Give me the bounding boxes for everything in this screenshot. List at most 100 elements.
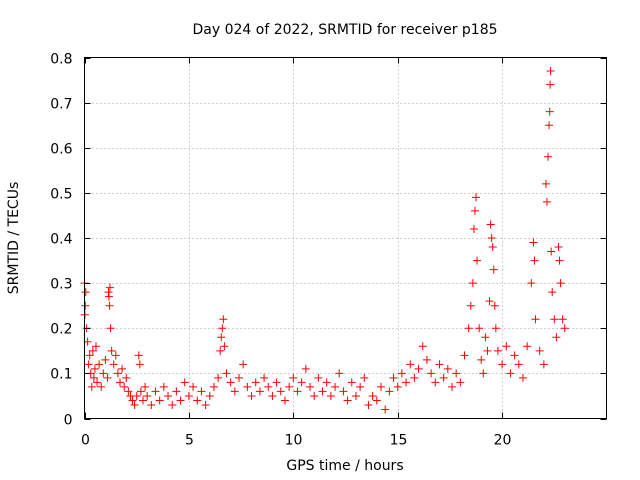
data-point <box>220 342 229 351</box>
data-point <box>402 378 411 387</box>
data-point <box>550 315 559 324</box>
data-point <box>115 378 124 387</box>
data-point <box>414 364 423 373</box>
data-point <box>466 301 475 310</box>
data-point <box>539 360 548 369</box>
data-point <box>406 360 415 369</box>
data-point <box>447 382 456 391</box>
data-point <box>546 67 555 76</box>
data-point <box>381 405 390 414</box>
data-point <box>134 351 143 360</box>
data-point <box>343 396 352 405</box>
data-point <box>143 391 152 400</box>
data-point <box>159 382 168 391</box>
data-point <box>138 396 147 405</box>
data-point <box>88 346 97 355</box>
data-point <box>331 382 340 391</box>
data-point <box>491 324 500 333</box>
data-point <box>164 391 173 400</box>
y-tick-label: 0.6 <box>50 142 72 158</box>
data-point <box>314 373 323 382</box>
data-point <box>219 315 228 324</box>
data-point <box>356 382 365 391</box>
y-tick-label: 0.5 <box>50 187 72 203</box>
data-point <box>527 279 536 288</box>
data-point <box>91 342 100 351</box>
data-point <box>468 279 477 288</box>
data-point <box>530 256 539 265</box>
data-point <box>107 346 116 355</box>
data-point <box>376 382 385 391</box>
data-point <box>490 301 499 310</box>
data-point <box>360 373 369 382</box>
data-point <box>518 373 527 382</box>
data-point <box>472 193 480 202</box>
data-point <box>105 283 114 292</box>
data-point <box>560 324 569 333</box>
data-point <box>230 387 239 396</box>
data-point <box>427 369 436 378</box>
axis-ticks: 0 0.1 0.2 0.3 0.4 0.5 0.6 0.7 0.8 0 5 10 15 20 <box>50 52 607 449</box>
data-point <box>151 387 160 396</box>
data-point <box>489 265 498 274</box>
data-point <box>335 369 344 378</box>
y-tick-label: 0.2 <box>50 322 72 338</box>
data-point <box>272 378 281 387</box>
data-point <box>470 206 479 215</box>
y-axis-label: SRMTID / TECUs <box>6 182 22 295</box>
data-point <box>189 382 198 391</box>
y-tick-label: 0.4 <box>50 232 72 248</box>
data-point <box>214 373 223 382</box>
data-point <box>255 387 264 396</box>
data-point <box>93 378 102 387</box>
data-point <box>385 387 394 396</box>
y-tick-label: 0.1 <box>50 367 72 383</box>
data-point <box>393 382 402 391</box>
data-points <box>80 67 569 414</box>
data-point <box>452 369 461 378</box>
data-point <box>475 324 484 333</box>
data-point <box>168 400 177 409</box>
data-point <box>260 373 269 382</box>
x-tick-label: 5 <box>185 433 194 449</box>
data-point <box>506 369 515 378</box>
data-point <box>251 378 260 387</box>
data-point <box>326 391 335 400</box>
data-point <box>89 373 98 382</box>
x-tick-label: 10 <box>285 433 303 449</box>
data-point <box>535 346 544 355</box>
data-point <box>469 224 478 233</box>
data-point <box>479 369 488 378</box>
data-point <box>488 243 497 252</box>
data-point <box>397 369 406 378</box>
data-point <box>172 387 181 396</box>
data-point <box>364 400 373 409</box>
data-point <box>514 360 523 369</box>
data-point <box>431 378 440 387</box>
data-point <box>477 355 486 364</box>
data-point <box>264 382 273 391</box>
data-point <box>276 387 285 396</box>
data-point <box>147 400 156 409</box>
grid-lines <box>84 57 607 419</box>
data-point <box>545 121 554 130</box>
data-point <box>389 373 398 382</box>
data-point <box>90 364 99 373</box>
data-point <box>547 247 556 256</box>
data-point <box>347 378 356 387</box>
data-point <box>306 382 315 391</box>
data-point <box>464 324 473 333</box>
data-point <box>180 378 189 387</box>
y-tick-label: 0.3 <box>50 277 72 293</box>
data-point <box>209 382 218 391</box>
data-point <box>297 378 306 387</box>
data-point <box>422 355 431 364</box>
data-point <box>216 346 225 355</box>
data-point <box>197 387 206 396</box>
data-point <box>460 351 469 360</box>
y-tick-label: 0.7 <box>50 97 72 113</box>
data-point <box>81 288 90 297</box>
data-point <box>226 378 235 387</box>
data-point <box>293 387 302 396</box>
